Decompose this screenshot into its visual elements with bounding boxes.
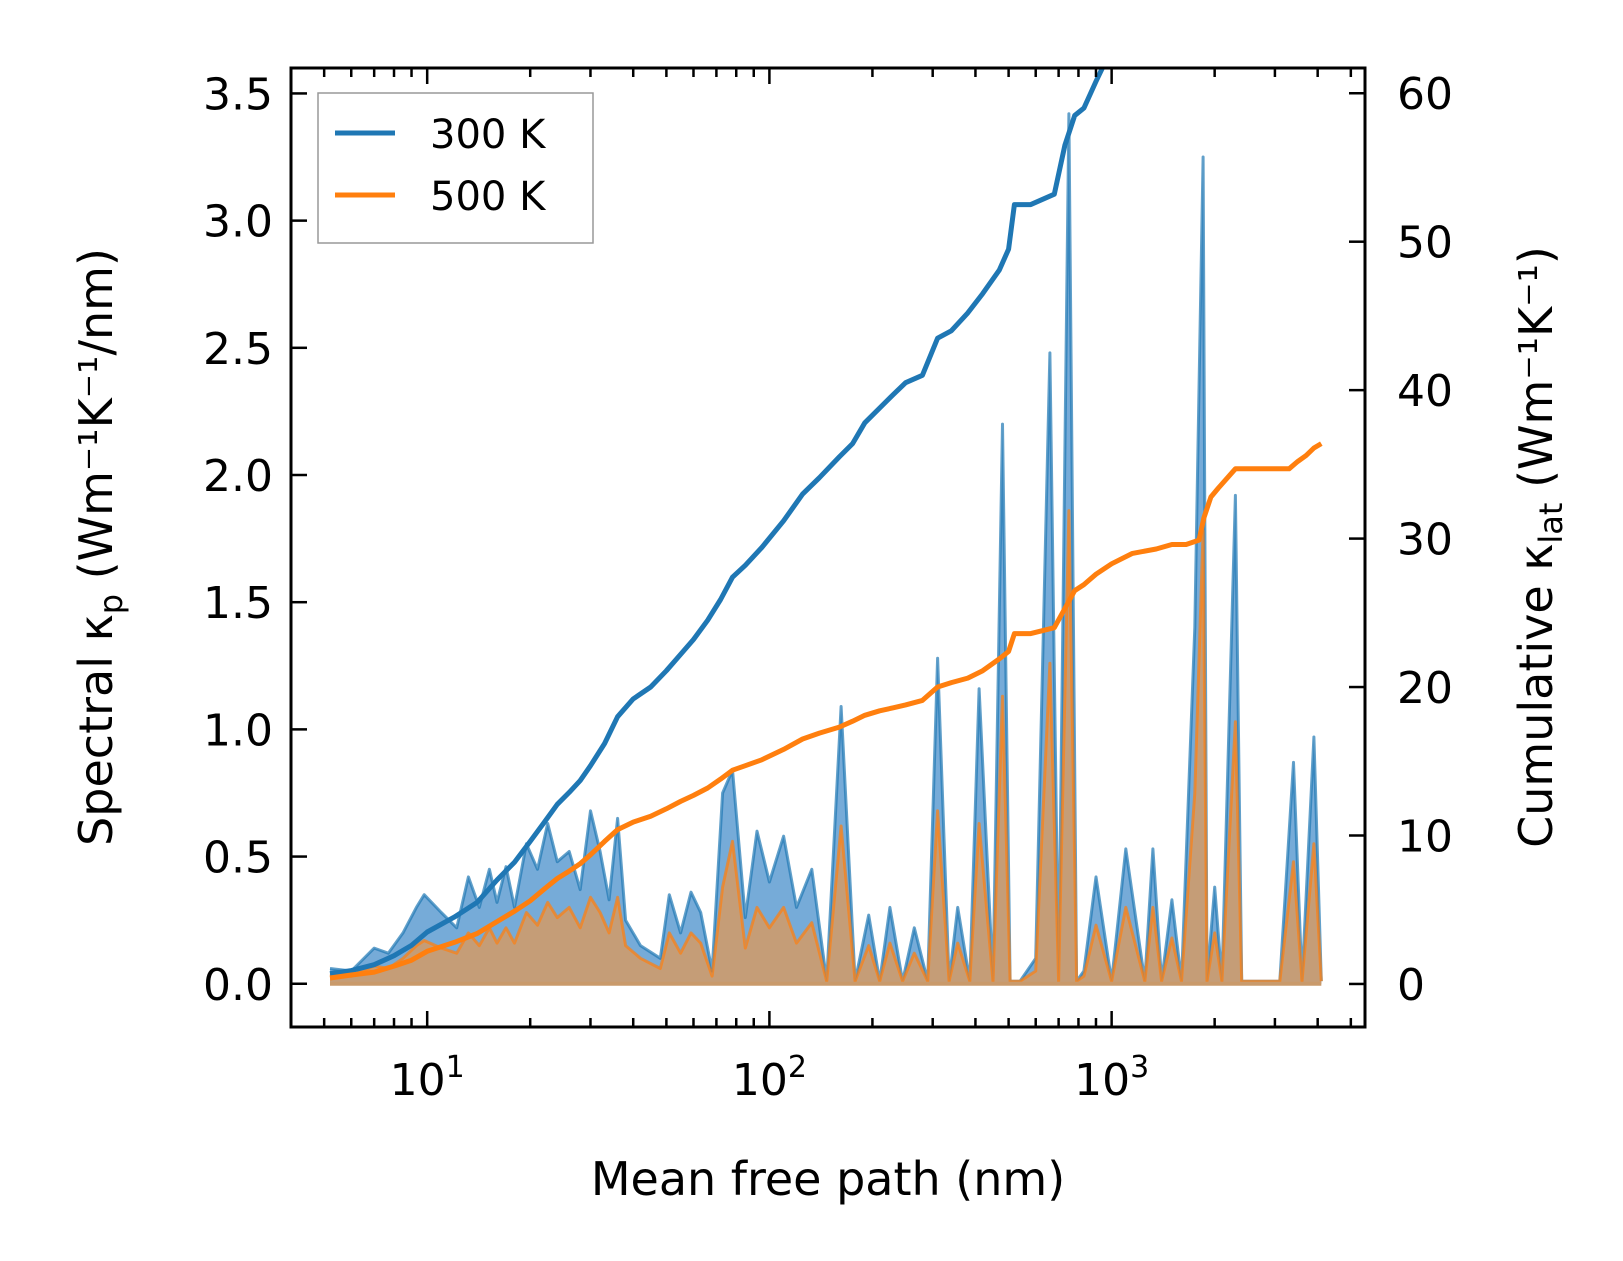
y-axis-right-label: Cumulative κlat (Wm⁻¹K⁻¹) [1509,246,1570,848]
legend: 300 K 500 K [317,92,594,244]
spectral-line-500k [329,509,1323,983]
x-tick-label: 102 [732,1050,807,1106]
y-right-tick-label: 50 [1397,218,1453,269]
y-left-tick-label: 0.5 [203,833,273,884]
y-axis-left-label: Spectral κp (Wm⁻¹K⁻¹/nm) [69,248,130,846]
y-left-tick-label: 3.5 [203,69,273,120]
y-left-tick-label: 3.0 [203,197,273,248]
y-left-tick-label: 1.0 [203,705,273,756]
x-axis-label: Mean free path (nm) [591,1152,1065,1206]
y-right-tick-label: 30 [1397,515,1453,566]
x-tick-label: 101 [390,1050,465,1106]
y-left-tick-label: 2.5 [203,324,273,375]
legend-label-500k: 500 K [430,174,547,220]
cumulative-line-500k [329,441,1323,981]
plot-frame [289,66,1367,1029]
y-right-tick-label: 40 [1397,366,1453,417]
y-right-tick-label: 0 [1397,960,1425,1011]
y-left-tick-label: 2.0 [203,451,273,502]
series-layer [329,68,1323,986]
y-right-tick-label: 10 [1397,811,1453,862]
y-right-tick-label: 60 [1397,69,1453,120]
legend-label-300k: 300 K [430,112,547,158]
y-left-tick-label: 0.0 [203,960,273,1011]
cumulative-line-300k [329,68,1106,977]
y-right-tick-label: 20 [1397,663,1453,714]
x-tick-label: 103 [1074,1050,1149,1106]
ticks-layer: 101 102 103 0.0 0.5 1.0 1.5 2.0 2.5 3.0 3.5 0 10 20 30… [203,68,1453,1106]
spectral-line-300k [329,112,1323,983]
legend-box [317,92,594,244]
y-left-tick-label: 1.5 [203,578,273,629]
